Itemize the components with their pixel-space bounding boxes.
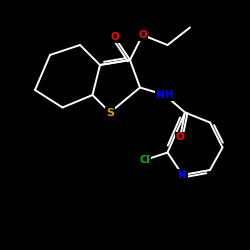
- Text: S: S: [106, 108, 114, 118]
- Text: N: N: [178, 170, 187, 180]
- Text: O: O: [138, 30, 147, 40]
- Text: O: O: [176, 132, 184, 142]
- Text: Cl: Cl: [140, 155, 150, 165]
- Text: O: O: [110, 32, 120, 42]
- Text: NH: NH: [156, 90, 174, 100]
